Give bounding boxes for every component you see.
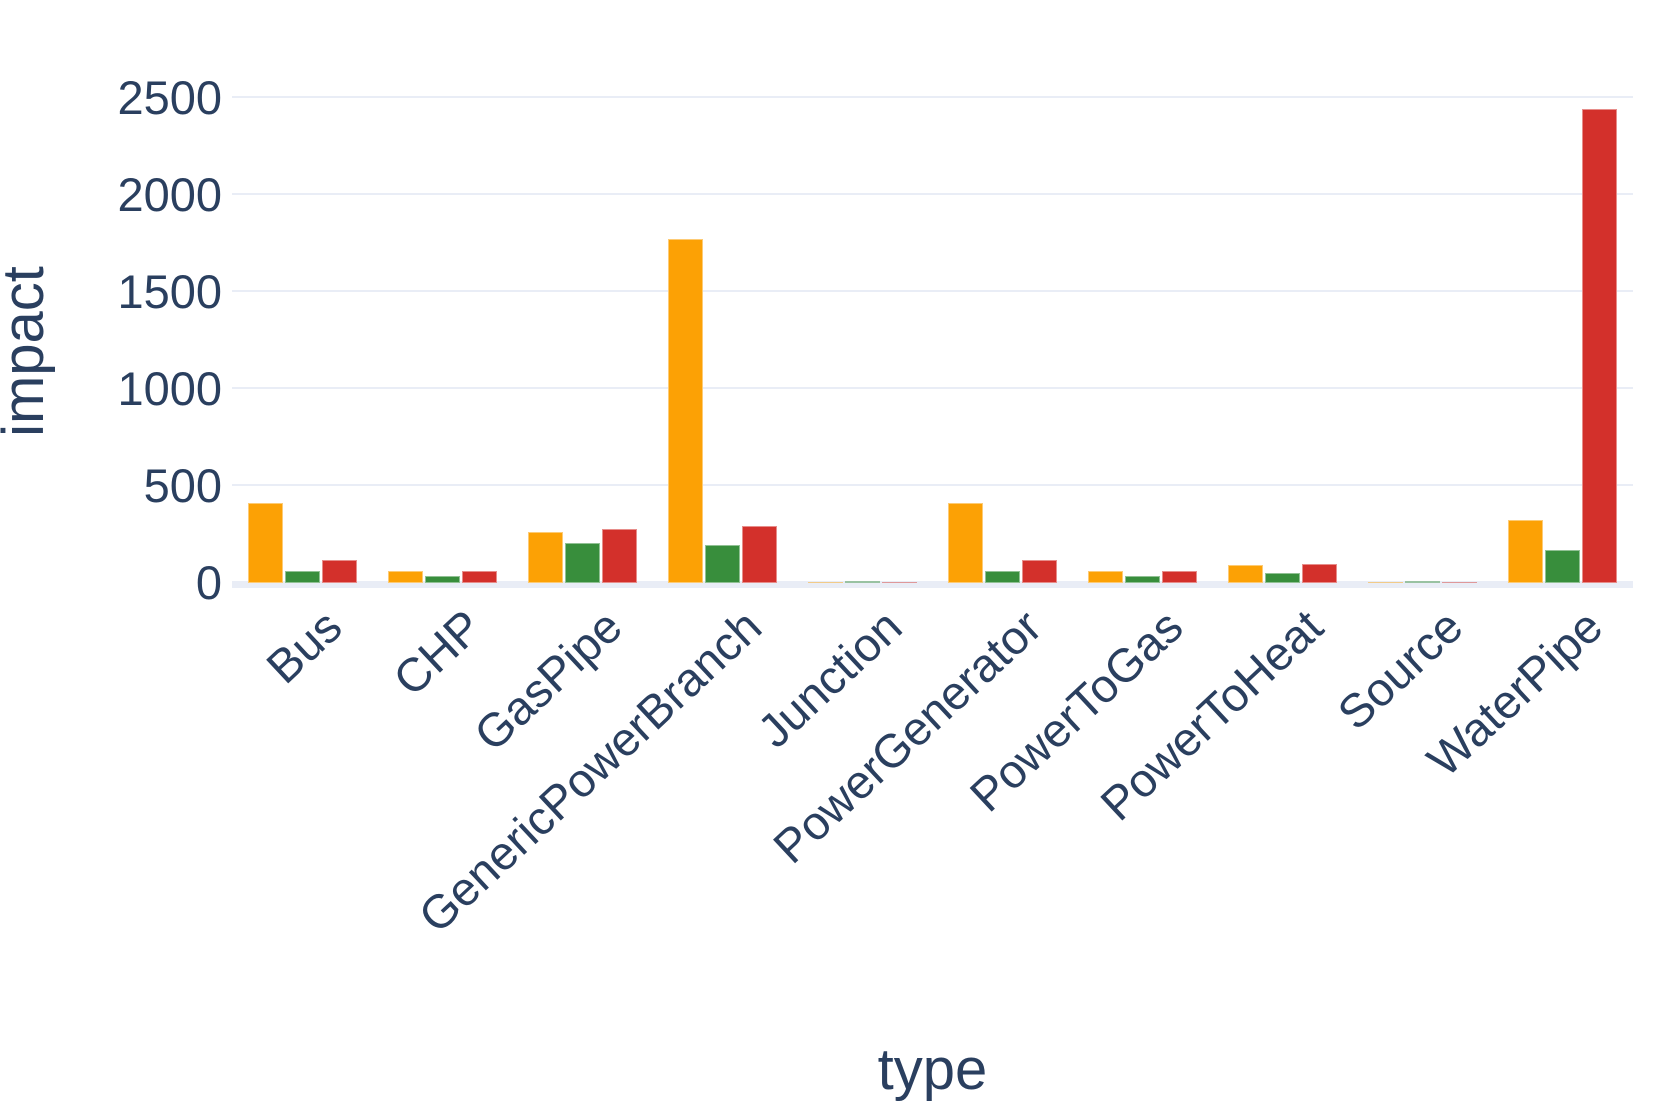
gridline-2000 <box>232 193 1633 195</box>
gridline-2500 <box>232 96 1633 98</box>
y-tick-label-1000: 1000 <box>117 362 222 415</box>
bar-series-orange-PowerToHeat <box>1228 565 1263 583</box>
bar-series-green-Source <box>1405 581 1440 583</box>
y-tick-label-2000: 2000 <box>117 168 222 221</box>
y-tick-label-1500: 1500 <box>117 265 222 318</box>
zero-gridline <box>232 581 1633 588</box>
bar-series-orange-GenericPowerBranch <box>668 239 703 583</box>
bar-series-red-Junction <box>882 582 917 583</box>
bar-series-green-GenericPowerBranch <box>705 545 740 583</box>
bar-series-orange-Source <box>1368 582 1403 583</box>
x-tick-label-CHP: CHP <box>382 599 492 706</box>
bar-series-green-PowerGenerator <box>985 571 1020 583</box>
bar-series-red-GasPipe <box>602 529 637 583</box>
y-tick-label-500: 500 <box>143 459 222 512</box>
bar-series-red-PowerToGas <box>1162 571 1197 583</box>
plot-area <box>232 50 1633 588</box>
bar-series-orange-WaterPipe <box>1508 520 1543 583</box>
bar-series-red-PowerToHeat <box>1302 564 1337 583</box>
bar-series-red-Bus <box>322 560 357 583</box>
bar-series-orange-Junction <box>808 582 843 583</box>
bar-series-green-PowerToHeat <box>1265 573 1300 583</box>
bar-series-orange-PowerToGas <box>1088 571 1123 583</box>
bar-series-green-CHP <box>425 576 460 583</box>
bar-series-red-PowerGenerator <box>1022 560 1057 583</box>
bar-series-green-Junction <box>845 581 880 583</box>
gridline-1000 <box>232 387 1633 389</box>
bar-series-green-Bus <box>285 571 320 583</box>
gridline-500 <box>232 484 1633 486</box>
bar-series-red-GenericPowerBranch <box>742 526 777 583</box>
bar-series-orange-GasPipe <box>528 532 563 583</box>
bar-series-green-WaterPipe <box>1545 550 1580 583</box>
x-tick-label-Bus: Bus <box>256 599 352 694</box>
gridline-1500 <box>232 290 1633 292</box>
bar-series-green-PowerToGas <box>1125 576 1160 583</box>
bar-series-green-GasPipe <box>565 543 600 583</box>
bar-series-orange-PowerGenerator <box>948 503 983 583</box>
bar-series-red-CHP <box>462 571 497 583</box>
y-tick-label-0: 0 <box>195 556 222 609</box>
bar-series-red-Source <box>1442 582 1477 583</box>
bar-series-orange-CHP <box>388 571 423 583</box>
x-axis-title: type <box>877 1037 988 1102</box>
bar-series-orange-Bus <box>248 503 283 583</box>
y-tick-label-2500: 2500 <box>117 71 222 124</box>
bar-series-red-WaterPipe <box>1582 109 1617 583</box>
